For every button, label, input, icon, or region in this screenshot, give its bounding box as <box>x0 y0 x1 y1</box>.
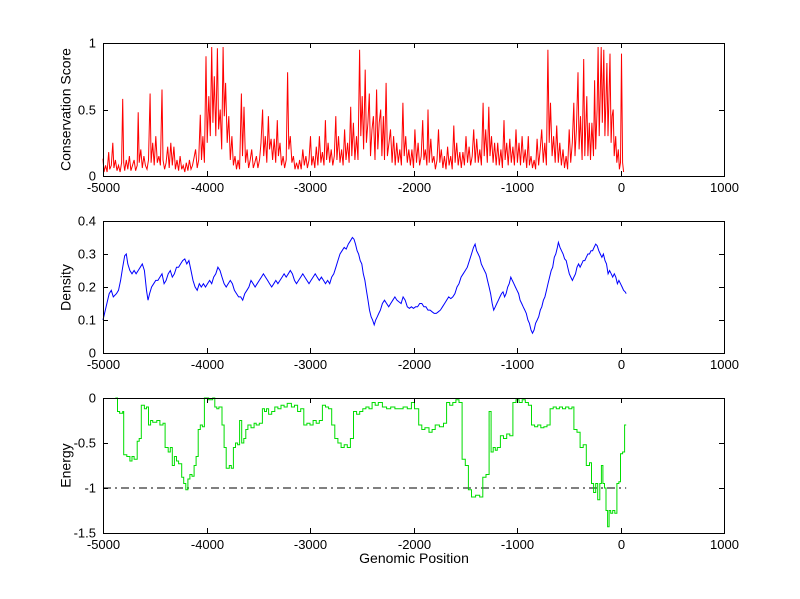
y-tick-label: -1 <box>84 481 96 496</box>
density-line <box>102 236 627 335</box>
axes-box <box>103 221 725 354</box>
x-tick-label: -4000 <box>191 180 224 195</box>
x-tick-label: -3000 <box>294 357 327 372</box>
energy-line <box>115 397 627 528</box>
y-tick-label: 0.1 <box>78 313 96 328</box>
x-tick-label: -5000 <box>87 357 120 372</box>
x-tick-label: 1000 <box>710 180 739 195</box>
y-tick-label: 0.2 <box>78 280 96 295</box>
x-tick-label: -2000 <box>398 537 431 552</box>
y-tick-label: 0.4 <box>78 214 96 229</box>
x-tick-label: -2000 <box>398 357 431 372</box>
x-tick-label: -5000 <box>87 180 120 195</box>
x-tick-label: -1000 <box>501 537 534 552</box>
x-tick-label: -4000 <box>191 537 224 552</box>
y-tick-label: 0 <box>89 391 96 406</box>
axes-box <box>103 398 725 534</box>
x-tick-label: 1000 <box>710 537 739 552</box>
y-tick-label: 0 <box>89 169 96 184</box>
x-tick-label: 0 <box>618 537 625 552</box>
x-tick-label: 0 <box>618 180 625 195</box>
y-tick-label: 0.3 <box>78 247 96 262</box>
x-tick-label: -5000 <box>87 537 120 552</box>
x-tick-label: -2000 <box>398 180 431 195</box>
x-tick-label: -3000 <box>294 180 327 195</box>
y-tick-label: 0 <box>89 346 96 361</box>
y-tick-label: -0.5 <box>74 436 96 451</box>
conservation_score-line <box>102 46 625 173</box>
x-tick-label: -4000 <box>191 357 224 372</box>
y-tick-label: 0.5 <box>78 103 96 118</box>
y-tick-label: -1.5 <box>74 526 96 541</box>
y-tick-label: 1 <box>89 36 96 51</box>
x-tick-label: 1000 <box>710 357 739 372</box>
x-tick-label: -1000 <box>501 357 534 372</box>
x-tick-label: 0 <box>618 357 625 372</box>
x-tick-label: -1000 <box>501 180 534 195</box>
x-tick-label: -3000 <box>294 537 327 552</box>
